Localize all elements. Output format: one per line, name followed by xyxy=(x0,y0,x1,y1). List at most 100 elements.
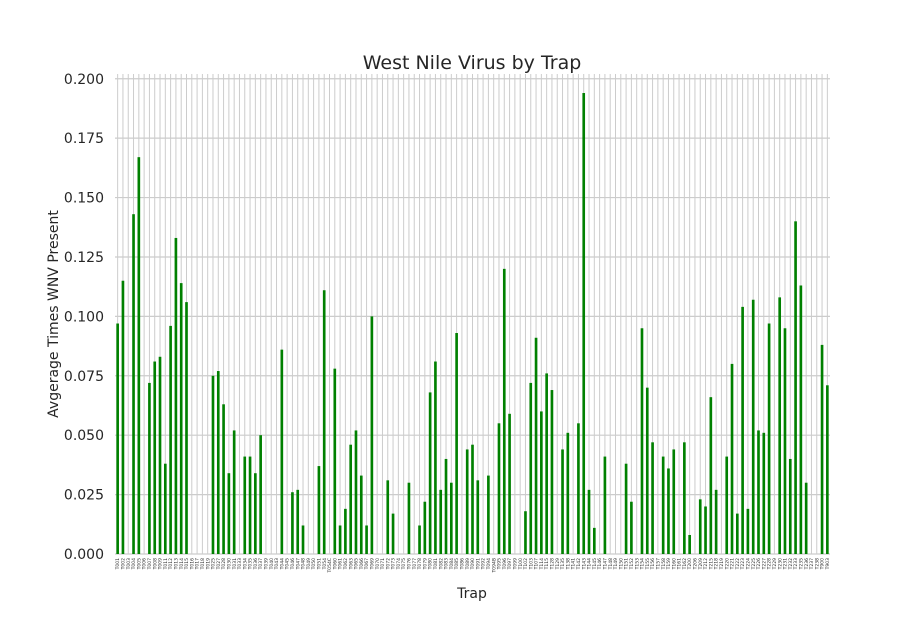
x-tick-label: T215 xyxy=(708,558,714,570)
bar xyxy=(153,361,157,554)
x-tick-label: T146 xyxy=(597,558,603,570)
bar xyxy=(757,430,760,554)
x-tick-label: T147 xyxy=(603,558,609,570)
x-tick-label: T238 xyxy=(814,558,820,570)
bar xyxy=(550,390,554,554)
bar xyxy=(487,475,490,554)
x-tick-label: T014 xyxy=(179,558,185,570)
bar xyxy=(524,511,527,554)
y-tick-label: 0.125 xyxy=(64,250,104,266)
bar xyxy=(508,413,511,554)
bar xyxy=(359,475,363,554)
x-tick-label: T209 xyxy=(698,558,704,570)
x-tick-label: T083 xyxy=(444,558,450,570)
bar xyxy=(725,456,729,554)
x-tick-label: T144 xyxy=(587,558,593,570)
x-tick-label: T066 xyxy=(359,558,365,570)
bar xyxy=(116,323,119,554)
x-tick-label: T069 xyxy=(369,558,375,570)
x-tick-label: T097 xyxy=(507,558,513,570)
bar xyxy=(163,463,167,554)
x-tick-label: T095 xyxy=(497,558,503,570)
bar xyxy=(794,221,797,555)
x-tick-label: T017 xyxy=(195,558,201,570)
bar xyxy=(826,385,829,554)
bar xyxy=(476,480,480,554)
x-tick-label: T092 xyxy=(481,558,487,570)
x-tick-label: T228 xyxy=(767,558,773,570)
bar xyxy=(317,466,321,554)
x-tick-label: T035 xyxy=(248,558,254,570)
y-tick-label: 0.100 xyxy=(64,309,104,325)
x-tick-label: T077 xyxy=(412,558,418,570)
x-tick-label: T236 xyxy=(804,558,810,570)
bar xyxy=(280,349,284,554)
bar xyxy=(624,463,628,554)
bar xyxy=(640,328,644,554)
x-tick-label: T142 xyxy=(576,558,582,570)
y-tick-label: 0.075 xyxy=(64,369,104,385)
x-tick-label: T114 xyxy=(539,558,545,570)
bar xyxy=(243,456,247,554)
bar xyxy=(820,344,824,554)
x-tick-label: T129 xyxy=(555,558,561,570)
bar xyxy=(428,392,432,554)
bar xyxy=(365,525,368,554)
x-tick-label: T016 xyxy=(189,558,195,570)
bar xyxy=(582,93,586,555)
x-tick-label: T031 xyxy=(232,558,238,570)
bar xyxy=(254,473,257,554)
x-tick-label: T054 xyxy=(322,558,328,570)
x-tick-label: T096 xyxy=(502,558,508,570)
x-tick-label: T230 xyxy=(777,558,783,570)
x-tick-label: T225 xyxy=(751,558,757,570)
bars xyxy=(116,93,829,555)
bar xyxy=(730,363,734,554)
x-tick-label: T085 xyxy=(454,558,460,570)
bar xyxy=(735,513,739,554)
bar xyxy=(418,525,421,554)
bar xyxy=(216,371,220,554)
y-axis-label: Avgerage Times WNV Present xyxy=(46,210,62,418)
bar xyxy=(587,489,591,554)
bar xyxy=(222,404,225,554)
x-tick-label: T018 xyxy=(200,558,206,570)
x-tick-label: T039 xyxy=(264,558,270,570)
x-tick-label: T046 xyxy=(290,558,296,570)
bar xyxy=(301,525,305,554)
x-tick-label: T079 xyxy=(422,558,428,570)
x-tick-label: T152 xyxy=(629,558,635,570)
bar xyxy=(333,368,337,554)
x-tick-label: T001 xyxy=(115,558,121,570)
x-tick-label: T072 xyxy=(385,558,391,570)
x-tick-label: T107 xyxy=(534,558,540,570)
y-ticks: 0.000 0.025 0.050 0.075 0.100 0.125 0.150 0.175… xyxy=(64,72,104,563)
bar xyxy=(804,482,808,554)
x-tick-label: T076 xyxy=(407,558,413,570)
x-tick-label: T158 xyxy=(661,558,667,570)
x-tick-label: T128 xyxy=(550,558,556,570)
x-tick-label: T151 xyxy=(624,558,630,570)
x-tick-label: T086 xyxy=(460,558,466,570)
x-tick-label: T100 xyxy=(518,558,524,570)
bar xyxy=(788,458,792,554)
bar xyxy=(227,473,231,554)
x-tick-label: T015 xyxy=(184,558,190,570)
bar xyxy=(577,423,580,554)
bar xyxy=(121,280,125,554)
x-tick-label: T033 xyxy=(237,558,243,570)
x-tick-label: T071 xyxy=(380,558,386,570)
bar xyxy=(349,444,353,554)
x-tick-label: T027 xyxy=(216,558,222,570)
bar xyxy=(767,323,771,554)
x-tick-label: T012 xyxy=(168,558,174,570)
bar xyxy=(174,237,178,555)
bar xyxy=(444,458,448,554)
bar xyxy=(471,444,474,554)
bar xyxy=(566,432,570,554)
x-tick-label: T065 xyxy=(354,558,360,570)
bar xyxy=(603,456,607,554)
y-tick-label: 0.200 xyxy=(64,72,104,88)
x-tick-label: T006 xyxy=(142,558,148,570)
